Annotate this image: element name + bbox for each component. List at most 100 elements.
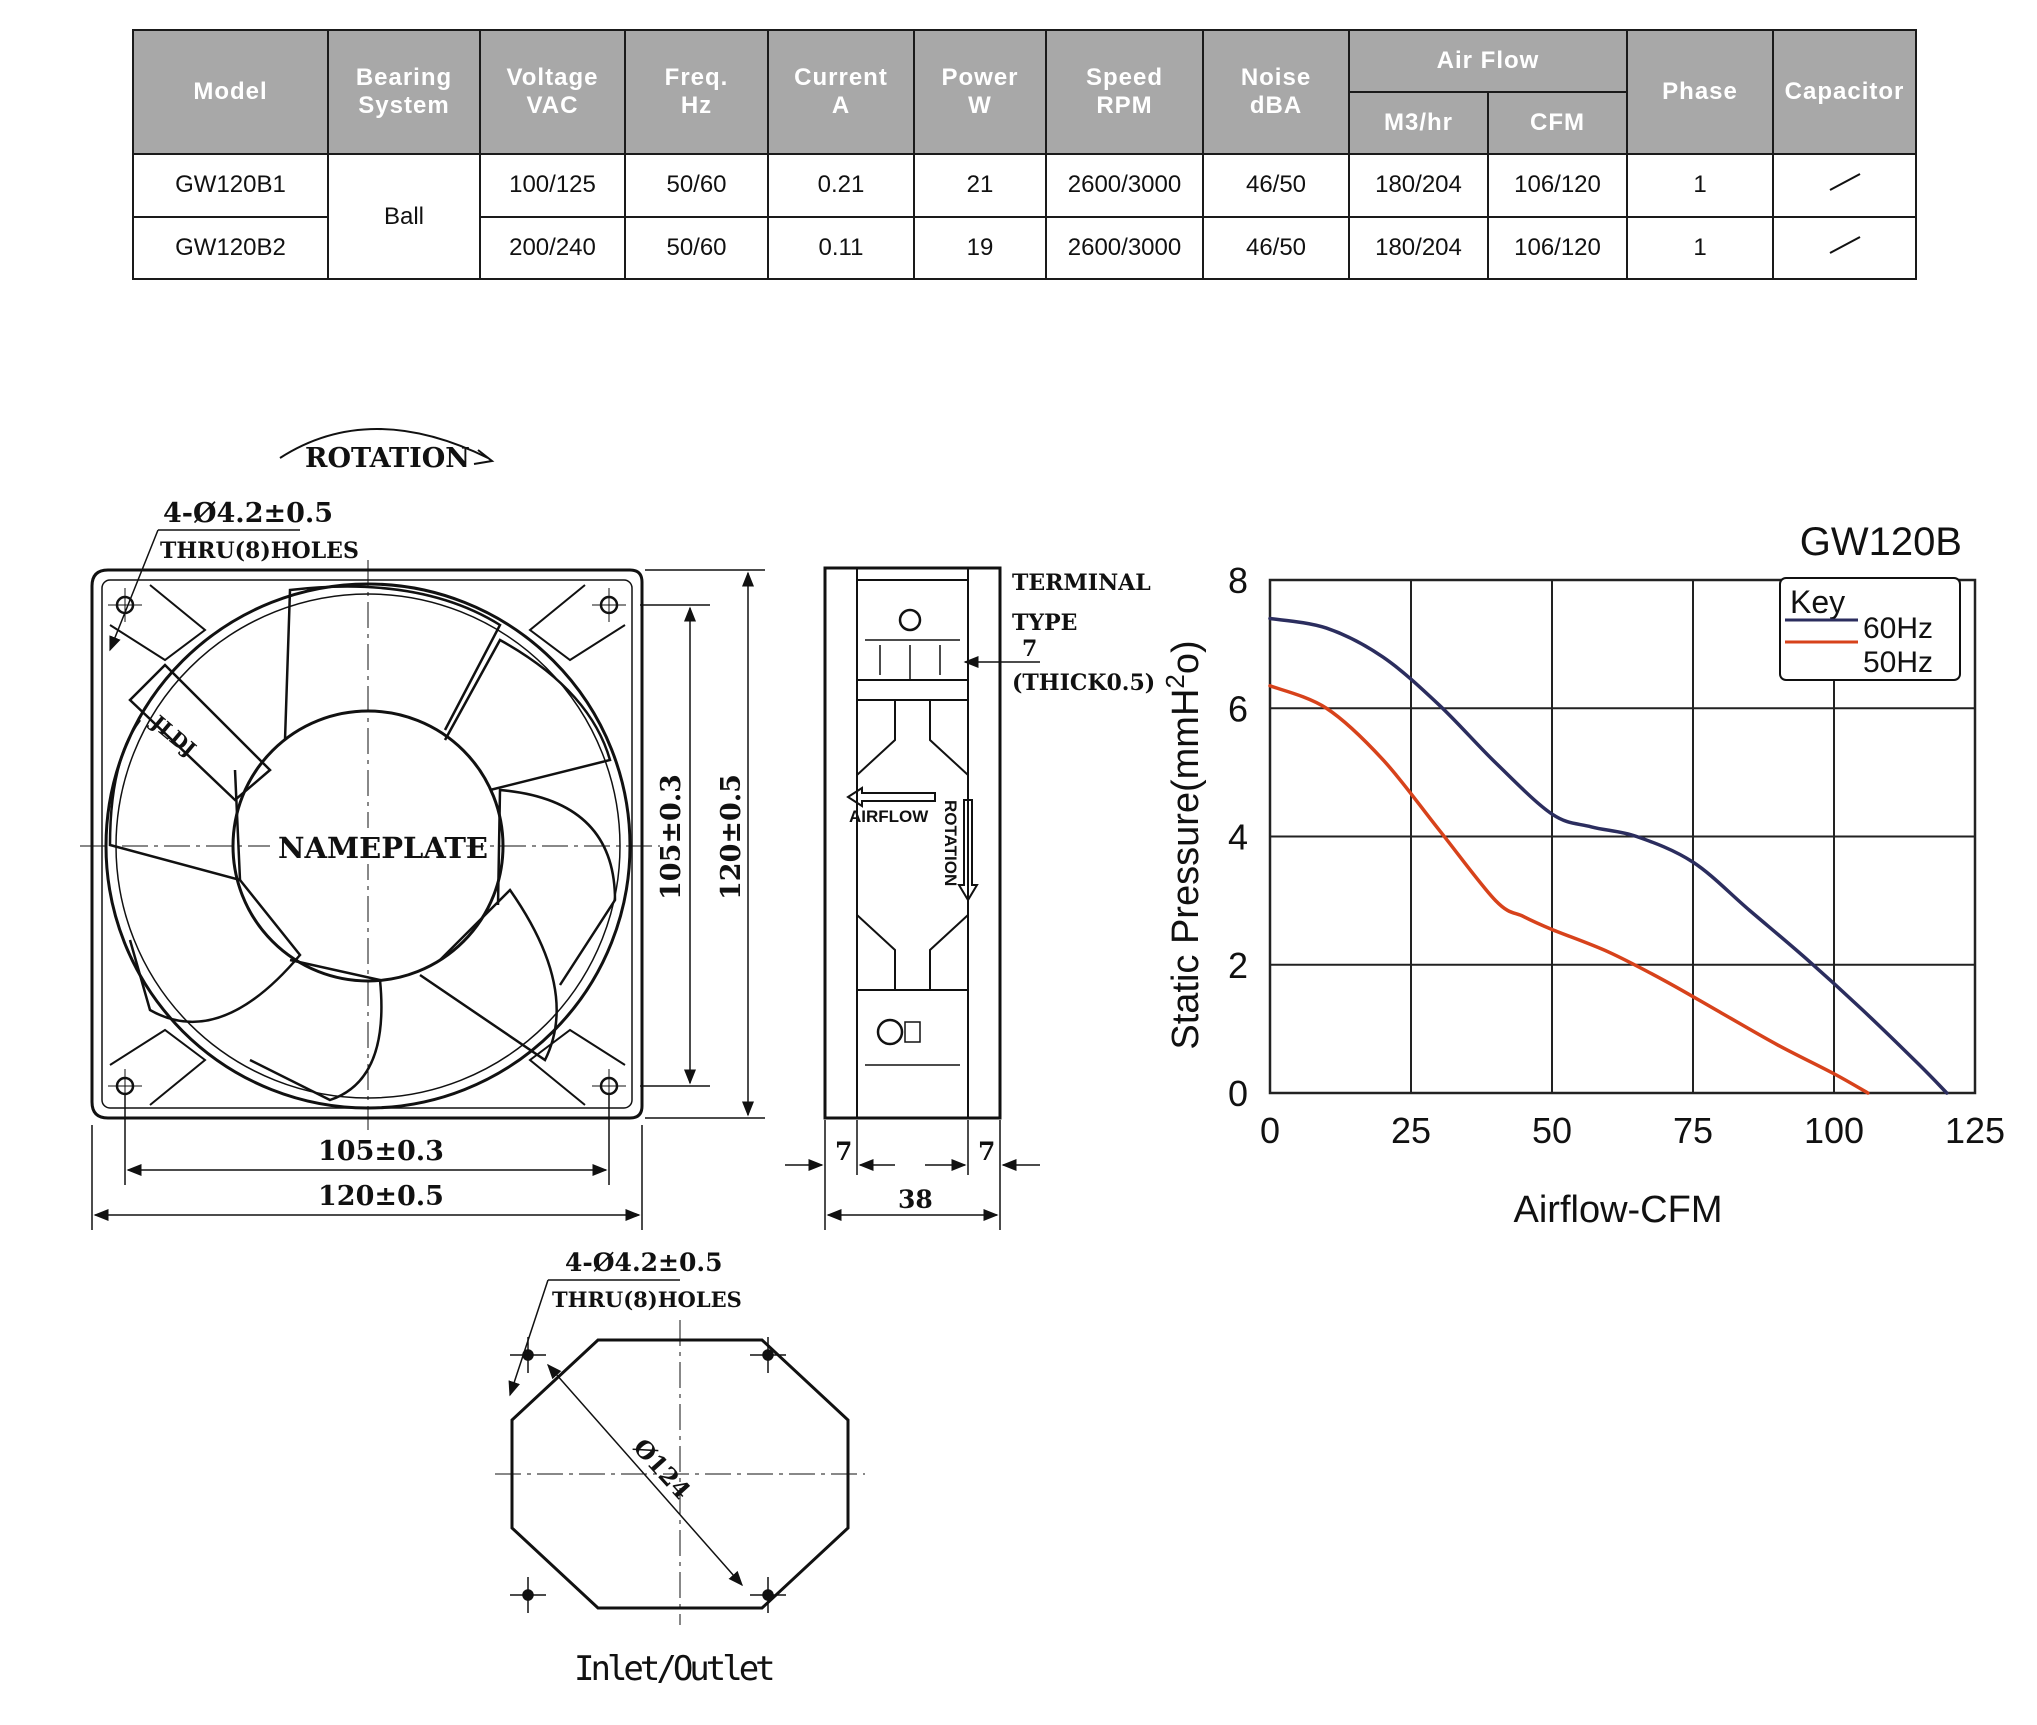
- mount-cutout-outline: [510, 1338, 850, 1610]
- dim-side-left: 7: [835, 1137, 852, 1166]
- cell-cfm: 106/120: [1486, 153, 1629, 218]
- y-tick-label: 4: [1228, 817, 1248, 858]
- x-tick-label: 25: [1391, 1110, 1431, 1151]
- x-tick-label: 50: [1532, 1110, 1572, 1151]
- header-current: Current A: [767, 29, 915, 155]
- y-tick-label: 8: [1228, 560, 1248, 601]
- y-tick-label: 0: [1228, 1073, 1248, 1114]
- cell-bearing: Ball: [327, 153, 481, 280]
- holes-callout-subtext: THRU(8)HOLES: [160, 538, 359, 564]
- mount-hole-icon: [510, 1337, 786, 1613]
- cell-voltage: 100/125: [479, 153, 626, 218]
- legend-title: Key: [1790, 584, 1845, 620]
- table-row: GW120B2 200/240 50/60 0.11 19 2600/3000 …: [132, 215, 1918, 280]
- cell-current: 0.11: [767, 215, 915, 280]
- terminal-type-label: TYPE: [1012, 610, 1077, 636]
- chart-axes: 0 25 50 75 100 125 0 2 4 6 8: [1228, 560, 2005, 1151]
- side-view: AIRFLOW ROTATION TERMINAL TYPE 7 (THICK0…: [785, 566, 1155, 1230]
- chart-legend: Key 60Hz 50Hz: [1779, 577, 1961, 681]
- terminal-label: TERMINAL: [1012, 570, 1151, 596]
- side-rotation-label: ROTATION: [941, 800, 960, 886]
- airflow-label: AIRFLOW: [849, 807, 929, 826]
- cell-voltage: 200/240: [479, 215, 626, 280]
- y-tick-label: 6: [1228, 688, 1248, 729]
- table-row: GW120B1 Ball 100/125 50/60 0.21 21 2600/…: [132, 153, 1918, 280]
- header-freq: Freq. Hz: [624, 29, 769, 155]
- rotation-arrow-down-icon: [957, 799, 979, 902]
- header-speed: Speed RPM: [1045, 29, 1204, 155]
- cell-phase: 1: [1626, 215, 1775, 280]
- chart-grid: [1268, 578, 1977, 1095]
- cell-capacitor: [1772, 153, 1918, 218]
- dim-outer-horizontal: 120±0.5: [318, 1181, 444, 1212]
- terminal-thickness: (THICK0.5): [1012, 670, 1155, 696]
- x-tick-label: 75: [1673, 1110, 1713, 1151]
- cell-speed: 2600/3000: [1045, 153, 1204, 218]
- chart-series: [1268, 616, 1949, 1095]
- cell-current: 0.21: [767, 153, 915, 218]
- cell-power: 19: [913, 215, 1047, 280]
- chart-title: GW120B: [1800, 520, 1962, 564]
- cell-m3hr: 180/204: [1348, 153, 1489, 218]
- dim-outer-vertical: 120±0.5: [716, 774, 747, 900]
- series-line-60hz: [1268, 616, 1949, 1095]
- fan-side-frame: [823, 566, 1002, 1120]
- series-line-50hz: [1268, 684, 1870, 1095]
- header-power: Power W: [913, 29, 1047, 155]
- x-tick-label: 125: [1945, 1110, 2005, 1151]
- cell-phase: 1: [1626, 153, 1775, 218]
- x-tick-label: 100: [1804, 1110, 1864, 1151]
- header-airflow-m3hr: M3/hr: [1348, 91, 1489, 155]
- y-tick-label: 2: [1228, 945, 1248, 986]
- cell-freq: 50/60: [624, 215, 769, 280]
- header-airflow-cfm: CFM: [1486, 91, 1629, 155]
- mount-holes-subtext: THRU(8)HOLES: [552, 1287, 742, 1312]
- not-applicable-slash-icon: [1829, 235, 1860, 254]
- cell-model: GW120B1: [132, 153, 329, 218]
- header-voltage: Voltage VAC: [479, 29, 626, 155]
- y-axis-label: Static Pressure(mmH2o): [1160, 640, 1207, 1049]
- brand-label: JLDJ: [145, 709, 201, 761]
- rotation-label: ROTATION: [305, 443, 470, 474]
- fan-frame: [90, 568, 644, 1120]
- not-applicable-slash-icon: [1829, 173, 1860, 192]
- front-view: ROTATION 4-Ø4.2±0.5 THRU(8)HOLES: [80, 428, 765, 1230]
- ground-screw-icon: [876, 1018, 904, 1046]
- header-capacitor: Capacitor: [1772, 29, 1918, 155]
- cell-cfm: 106/120: [1486, 215, 1629, 280]
- header-noise: Noise dBA: [1202, 29, 1350, 155]
- cell-model: GW120B2: [132, 215, 329, 280]
- legend-label-50hz: 50Hz: [1863, 646, 1933, 679]
- dim-inner-horizontal: 105±0.3: [318, 1136, 444, 1167]
- nameplate-label: NAMEPLATE: [278, 831, 488, 865]
- cell-speed: 2600/3000: [1045, 215, 1204, 280]
- dim-inner-vertical: 105±0.3: [656, 774, 687, 900]
- cell-capacitor: [1772, 215, 1918, 280]
- header-model: Model: [132, 29, 329, 155]
- cell-m3hr: 180/204: [1348, 215, 1489, 280]
- cell-noise: 46/50: [1202, 215, 1350, 280]
- holes-callout-text: 4-Ø4.2±0.5: [163, 498, 333, 529]
- legend-label-60hz: 60Hz: [1863, 612, 1933, 645]
- mount-caption: Inlet/Outlet: [574, 1649, 773, 1689]
- mount-view: 4-Ø4.2±0.5 THRU(8)HOLES Ø124 Inlet/Outle…: [495, 1248, 865, 1689]
- airflow-arrow-icon: [846, 786, 936, 808]
- cell-power: 21: [913, 153, 1047, 218]
- dim-side-right: 7: [978, 1137, 995, 1166]
- x-axis-label: Airflow-CFM: [1514, 1189, 1723, 1231]
- cell-freq: 50/60: [624, 153, 769, 218]
- dim-side-depth: 38: [898, 1185, 933, 1214]
- header-bearing: Bearing System: [327, 29, 481, 155]
- mount-holes-text: 4-Ø4.2±0.5: [565, 1248, 722, 1277]
- header-airflow: Air Flow: [1347, 29, 1629, 93]
- terminal-screw-icon: [898, 608, 922, 632]
- spec-table: Model Bearing System Voltage VAC Freq. Hz C…: [132, 29, 1918, 280]
- header-phase: Phase: [1626, 29, 1775, 155]
- x-tick-label: 0: [1260, 1110, 1280, 1151]
- fan-blade-icon: [108, 585, 617, 1102]
- terminal-type-value: 7: [1022, 636, 1037, 662]
- rotation-arrow-icon: [279, 428, 489, 459]
- cell-noise: 46/50: [1202, 153, 1350, 218]
